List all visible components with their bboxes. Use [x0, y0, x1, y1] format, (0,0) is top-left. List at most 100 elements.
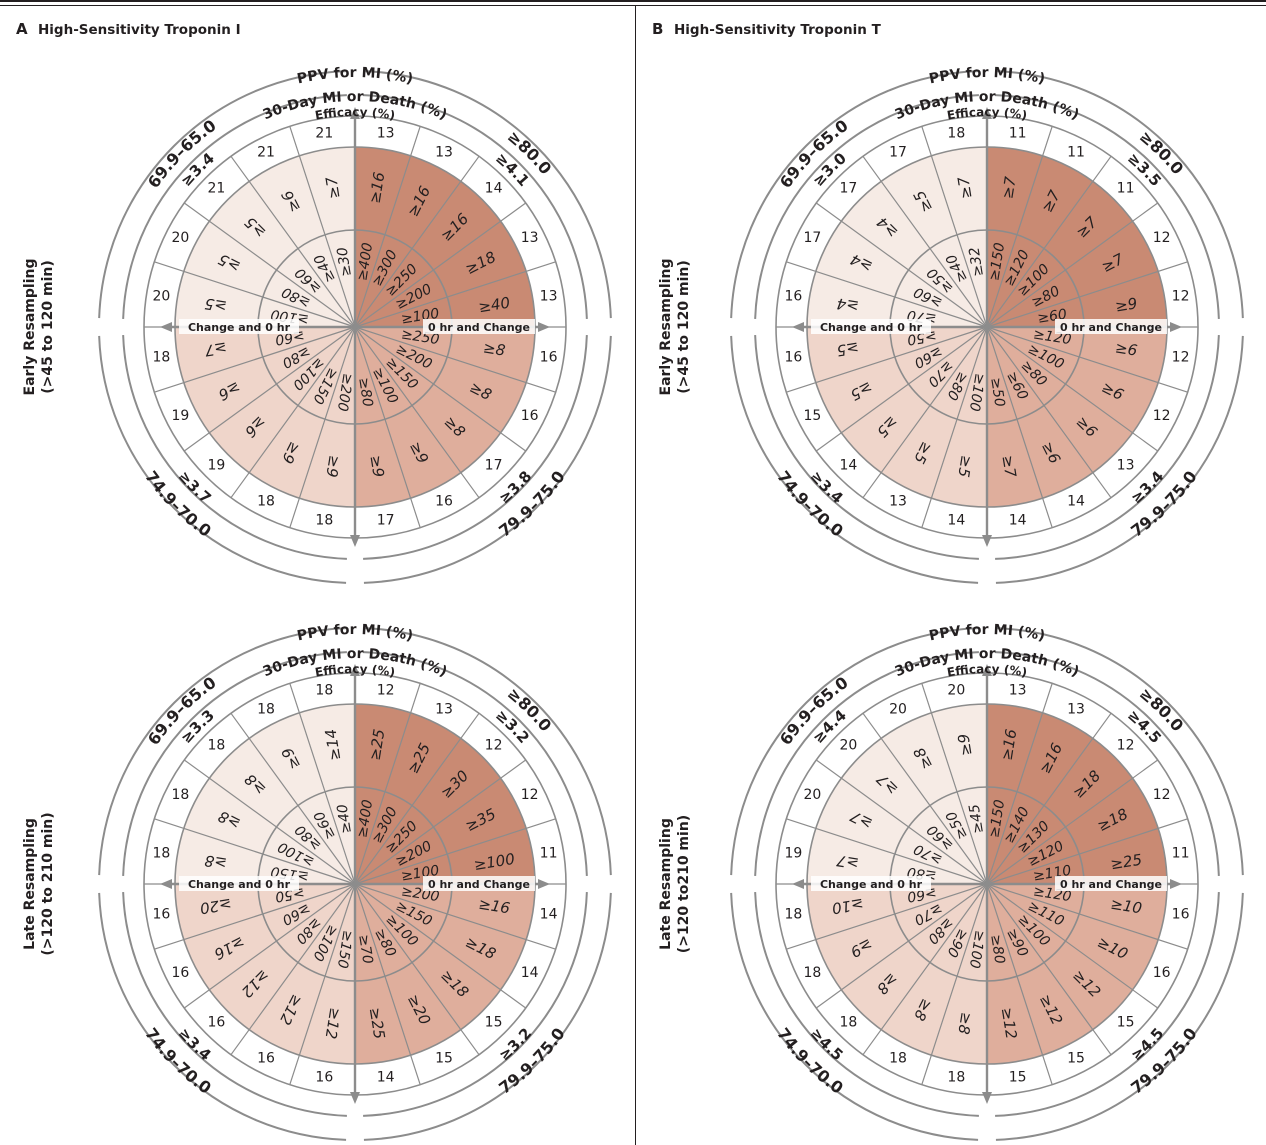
efficacy-value: 17: [485, 458, 503, 474]
efficacy-cell-13: [154, 382, 210, 452]
zero-hr-threshold: ≥150: [986, 798, 1008, 839]
panel-divider: [635, 6, 636, 1145]
change-threshold: ≥16: [366, 171, 389, 205]
row-label: Late Resampling (>120 to 210 min): [22, 812, 56, 955]
death-arc: [363, 651, 588, 876]
sector-11: [881, 327, 987, 499]
axis-arrow-right: [1170, 322, 1182, 332]
radial-divider: [986, 261, 1188, 328]
radial-divider: [354, 883, 421, 1085]
zero-hr-threshold: ≥400: [354, 798, 376, 839]
sector-0: [355, 147, 411, 327]
row-label-line2: (>45 to 120 min): [40, 260, 56, 394]
efficacy-cell-9: [355, 1055, 421, 1095]
axis-arrow-right: [538, 879, 550, 889]
sector-6: [355, 884, 527, 990]
change-threshold: ≥7: [954, 175, 975, 200]
zero-hr-threshold: ≥150: [334, 929, 356, 970]
top-border-inner: [0, 5, 1266, 6]
sector-16: [183, 221, 355, 327]
sector-12: [209, 884, 355, 1030]
rose-chart: ≥400≥1613≥300≥1613≥250≥1614≥200≥1813≥100…: [98, 65, 612, 584]
efficacy-value: 13: [521, 230, 539, 246]
change-threshold: ≥8: [954, 1011, 975, 1036]
efficacy-value: 19: [784, 845, 802, 861]
change-threshold: ≥16: [998, 728, 1021, 762]
zero-hr-threshold: ≥45: [966, 803, 986, 835]
efficacy-value: 14: [485, 180, 503, 196]
efficacy-value: 12: [1172, 350, 1190, 366]
ppv-arc: [363, 70, 612, 319]
radial-divider: [183, 326, 356, 452]
efficacy-value: 16: [521, 408, 539, 424]
efficacy-cell-5: [1158, 327, 1198, 393]
sector-13: [183, 327, 355, 433]
efficacy-cell-2: [1092, 156, 1158, 222]
radial-divider: [354, 326, 421, 528]
panel-letter: A: [16, 20, 28, 38]
radial-divider: [354, 883, 527, 1009]
efficacy-cell-6: [1132, 939, 1188, 1009]
sector-9: [355, 327, 411, 507]
change-threshold: ≥25: [366, 728, 389, 762]
sector-4: [987, 271, 1167, 327]
sector-0: [987, 704, 1043, 884]
efficacy-value: 14: [947, 513, 965, 529]
axis-label-right: 0 hr and Change: [428, 878, 530, 891]
axis-label-bg: [811, 876, 931, 891]
efficacy-value: 11: [1009, 125, 1027, 141]
efficacy-cell-11: [230, 1029, 300, 1085]
axis-label-bg: [423, 876, 535, 891]
sector-11: [249, 884, 355, 1056]
panel-letter: B: [652, 20, 663, 38]
efficacy-value: 20: [803, 787, 821, 803]
ppv-header: PPV for MI (%): [928, 622, 1047, 644]
change-threshold: ≥8: [203, 851, 228, 872]
efficacy-cell-12: [816, 432, 882, 498]
death-arc: [363, 892, 588, 1117]
sector-8: [987, 884, 1093, 1056]
efficacy-cell-19: [921, 116, 987, 156]
radial-divider: [230, 712, 356, 885]
efficacy-value: 19: [207, 458, 225, 474]
efficacy-cell-1: [1042, 683, 1112, 739]
radial-divider: [154, 818, 356, 885]
radial-divider: [289, 883, 356, 1085]
death-arc: [754, 94, 979, 319]
sector-0: [987, 147, 1043, 327]
efficacy-cell-14: [144, 884, 184, 950]
sector-15: [175, 828, 355, 884]
efficacy-value: 16: [1153, 965, 1171, 981]
ppv-arc: [363, 335, 612, 584]
radial-divider: [862, 883, 988, 1056]
efficacy-cell-19: [921, 673, 987, 713]
sector-14: [807, 884, 987, 940]
change-threshold: ≥25: [1109, 851, 1143, 874]
ppv-arc: [98, 335, 347, 584]
efficacy-value: 12: [1172, 288, 1190, 304]
row-label: Early Resampling (>45 to 120 min): [658, 259, 692, 396]
efficacy-cell-6: [1132, 382, 1188, 452]
sector-11: [249, 327, 355, 499]
death-arc: [995, 335, 1220, 560]
death-arc: [122, 94, 347, 319]
sector-5: [987, 884, 1167, 940]
efficacy-value: 16: [540, 350, 558, 366]
efficacy-cell-16: [154, 759, 210, 829]
efficacy-cell-1: [1042, 126, 1112, 182]
axis-label-left: Change and 0 hr: [820, 321, 923, 334]
sector-1: [987, 712, 1093, 884]
efficacy-value: 19: [171, 408, 189, 424]
efficacy-value: 14: [521, 965, 539, 981]
axis-label-bg: [179, 319, 299, 334]
ppv-arc: [98, 70, 347, 319]
change-threshold: ≥6: [1114, 338, 1139, 359]
radial-divider: [815, 759, 988, 885]
change-threshold: ≥12: [998, 1006, 1021, 1040]
efficacy-value: 12: [485, 737, 503, 753]
efficacy-cell-10: [921, 498, 987, 538]
sector-9: [355, 884, 411, 1064]
efficacy-value: 13: [1067, 701, 1085, 717]
axis-label-left: Change and 0 hr: [188, 321, 291, 334]
sector-2: [987, 738, 1133, 884]
